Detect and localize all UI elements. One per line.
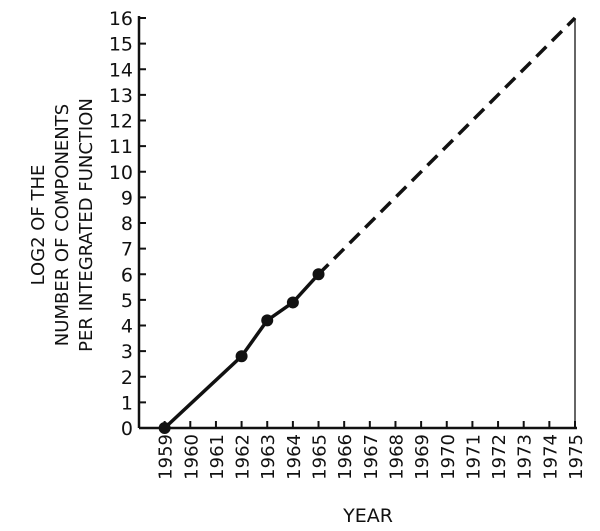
y-axis-label-line-2: NUMBER OF COMPONENTS [52, 104, 73, 346]
y-tick-label: 12 [109, 111, 133, 133]
y-tick-label: 2 [121, 367, 133, 389]
x-tick-label: 1963 [258, 434, 279, 480]
series-line-dashed [317, 16, 577, 276]
y-tick-label: 11 [109, 136, 133, 158]
y-tick-label: 15 [109, 34, 133, 56]
x-tick-label: 1975 [566, 434, 587, 480]
x-tick-label: 1967 [361, 434, 382, 480]
y-tick-label: 3 [121, 341, 133, 363]
data-point [286, 296, 299, 309]
y-tick-label: 9 [121, 187, 133, 209]
x-tick-label: 1966 [335, 434, 356, 480]
x-tick-label: 1969 [412, 434, 433, 480]
marks [158, 16, 577, 434]
y-tick-label: 4 [121, 316, 133, 338]
y-tick-label: 0 [121, 418, 133, 440]
y-tick-label: 6 [121, 264, 133, 286]
y-tick-label: 14 [109, 59, 133, 81]
x-axis-label: YEAR [342, 505, 393, 527]
x-tick-label: 1964 [284, 434, 305, 480]
x-tick-label: 1970 [438, 434, 459, 480]
x-tick-label: 1972 [489, 434, 510, 480]
x-tick-label: 1962 [233, 434, 254, 480]
x-tick-label: 1961 [207, 434, 228, 480]
data-point [261, 314, 274, 327]
y-tick-label: 10 [109, 162, 133, 184]
x-tick-label: 1959 [156, 434, 177, 480]
y-axis-label-line-3: PER INTEGRATED FUNCTION [76, 98, 97, 352]
x-tick-label: 1965 [310, 434, 331, 480]
y-tick-label: 5 [121, 290, 133, 312]
x-tick-label: 1971 [463, 434, 484, 480]
data-point [235, 350, 248, 363]
y-tick-label: 1 [121, 392, 133, 414]
y-axis-label: LOG2 OF THE NUMBER OF COMPONENTS PER INT… [28, 98, 97, 352]
x-tick-label: 1974 [540, 434, 561, 480]
x-tick-label: 1960 [181, 434, 202, 480]
x-tick-label: 1973 [515, 434, 536, 480]
x-tick-label: 1968 [386, 434, 407, 480]
data-point [158, 422, 171, 434]
y-tick-label: 13 [109, 85, 133, 107]
y-axis-label-line-1: LOG2 OF THE [28, 165, 49, 286]
y-tick-label: 8 [121, 213, 133, 235]
y-tick-label: 16 [109, 8, 133, 30]
y-tick-label: 7 [121, 239, 133, 261]
